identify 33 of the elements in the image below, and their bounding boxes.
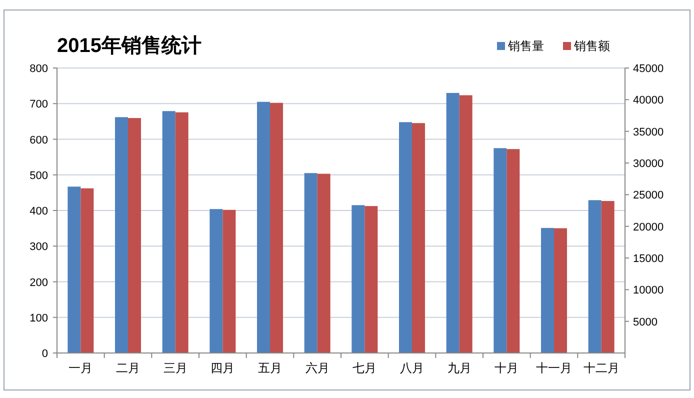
y-tick-label: 500 [30, 170, 48, 182]
legend-label: 销售额 [573, 39, 610, 53]
y-tick-label: 600 [30, 134, 48, 146]
x-tick-label: 二月 [116, 361, 140, 375]
y2-tick-label: 25000 [633, 190, 664, 202]
y-tick-label: 700 [30, 98, 48, 111]
chart-title: 2015年销售统计 [57, 34, 202, 57]
y-tick-label: 200 [30, 276, 48, 289]
x-tick-label: 六月 [305, 361, 330, 375]
y2-tick-label: 20000 [633, 221, 664, 234]
y2-tick-label: 15000 [633, 253, 664, 265]
x-tick-label: 五月 [258, 361, 282, 375]
y2-tick-label: 45000 [633, 63, 664, 75]
y2-tick-label: 40000 [633, 94, 664, 107]
y-tick-label: 800 [30, 63, 48, 75]
x-tick-label: 九月 [447, 361, 472, 375]
y-tick-label: 100 [30, 312, 48, 324]
y-tick-label: 0 [42, 348, 48, 360]
legend-label: 销售量 [507, 39, 544, 53]
x-tick-label: 十一月 [536, 361, 572, 375]
x-tick-label: 四月 [210, 361, 235, 375]
x-tick-label: 八月 [400, 361, 424, 375]
y2-tick-label: 30000 [633, 158, 664, 170]
x-tick-label: 七月 [352, 361, 377, 375]
x-tick-label: 三月 [163, 361, 188, 375]
y2-tick-label: 35000 [633, 126, 664, 138]
x-tick-label: 一月 [68, 361, 93, 375]
y2-tick-label: 5000 [633, 316, 658, 328]
x-tick-label: 十月 [494, 361, 519, 375]
x-tick-label: 十二月 [583, 361, 620, 375]
y2-tick-label: 10000 [633, 284, 664, 297]
y-tick-label: 400 [30, 206, 48, 218]
y-tick-label: 300 [30, 241, 48, 254]
